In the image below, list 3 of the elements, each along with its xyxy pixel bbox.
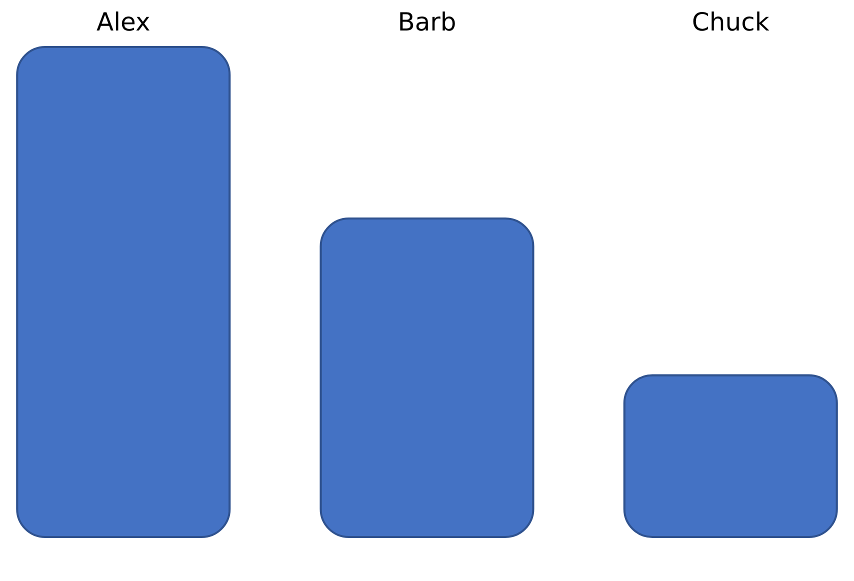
x-tick-label: Alex: [96, 8, 150, 36]
x-tick-label: Barb: [398, 8, 456, 36]
x-tick-label: Chuck: [692, 8, 770, 36]
